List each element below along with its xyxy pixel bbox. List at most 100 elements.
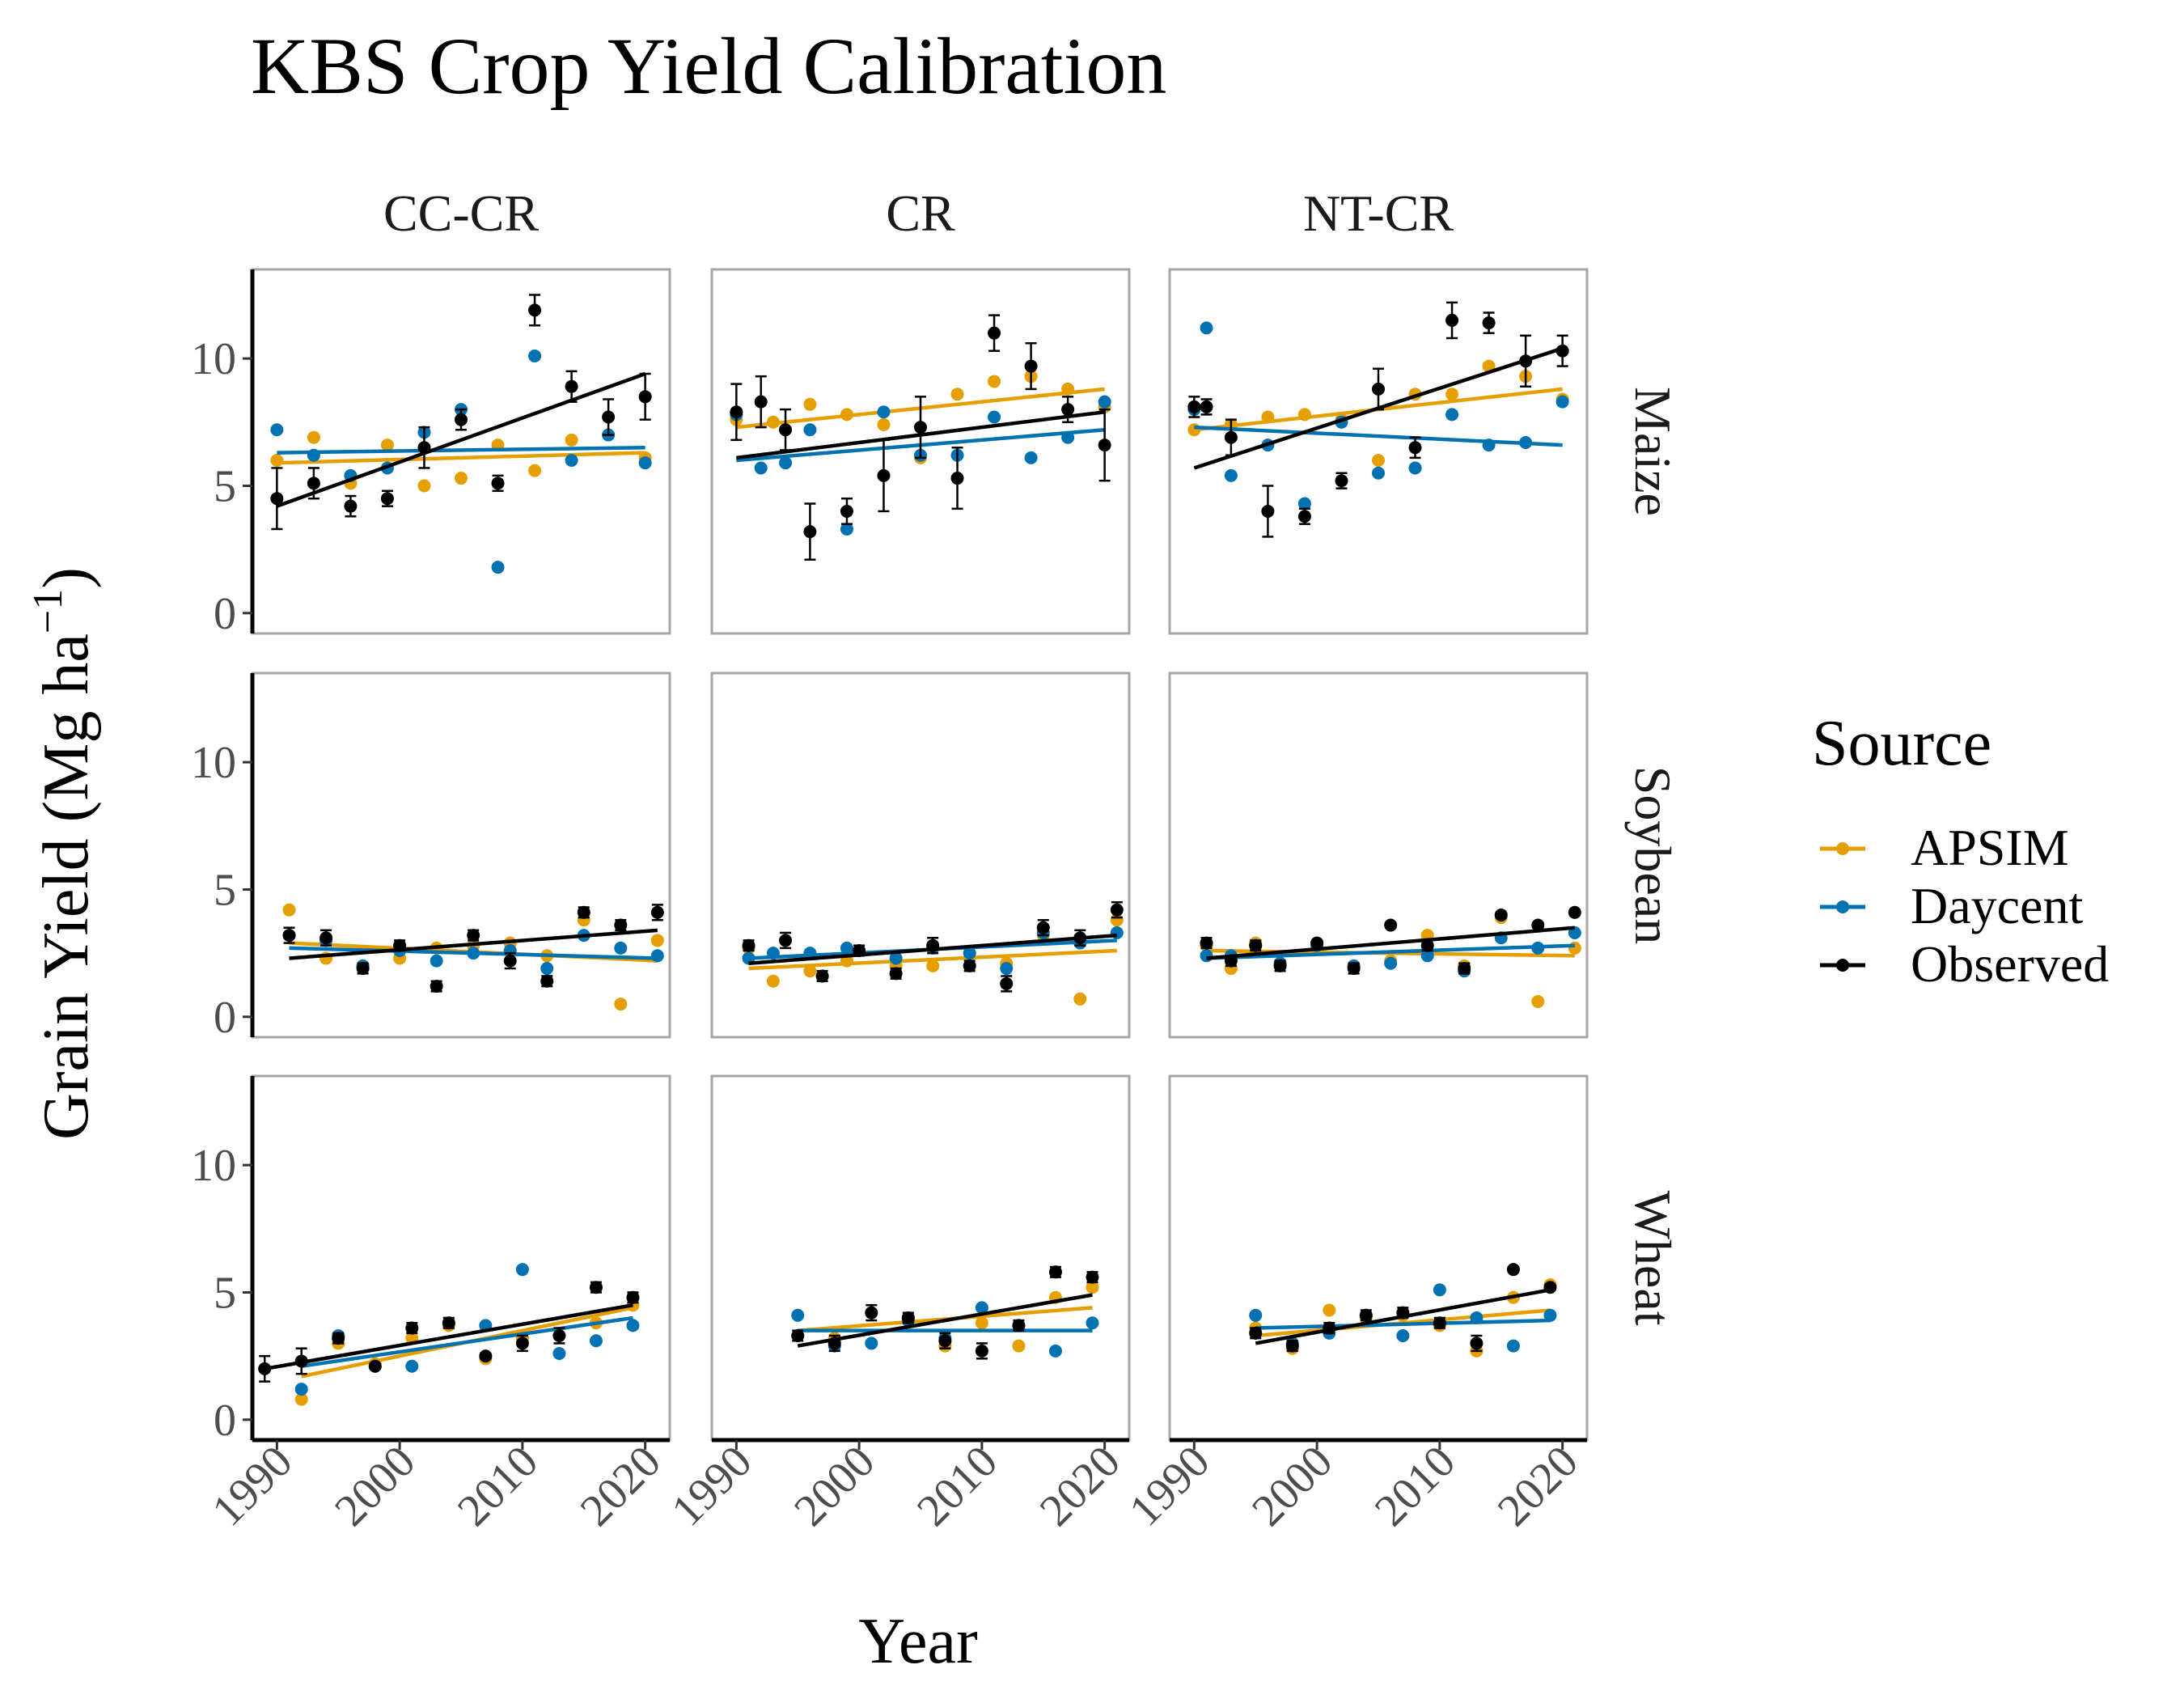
point-observed: [1433, 1316, 1446, 1330]
point-daycent: [1000, 962, 1014, 976]
panel-border: [710, 671, 1131, 1039]
point-observed: [282, 929, 296, 943]
point-observed: [1470, 1337, 1484, 1350]
chart-title: KBS Crop Yield Calibration: [251, 21, 1166, 111]
point-observed: [1200, 936, 1213, 950]
panel-border: [251, 671, 671, 1039]
point-observed: [803, 525, 817, 539]
point-observed: [1543, 1281, 1557, 1294]
point-daycent: [1482, 438, 1496, 452]
y-tick-label: 0: [214, 589, 236, 639]
x-tick-label: 1990: [662, 1436, 762, 1536]
facet-panel-soybean-cr: [710, 671, 1131, 1039]
facet-panel-wheat-cc-cr: 0 5 10 1990 2000 2010 2020: [191, 1074, 671, 1536]
x-tick-label: 2010: [1365, 1436, 1465, 1536]
point-apsim: [803, 397, 817, 411]
legend-label: Observed: [1911, 935, 2109, 993]
legend-key-point: [1836, 900, 1849, 913]
point-daycent: [294, 1383, 308, 1396]
point-daycent: [491, 561, 505, 574]
trend-line-observed: [736, 409, 1105, 460]
point-observed: [1568, 905, 1581, 919]
point-observed: [332, 1332, 345, 1345]
trend-line-daycent: [1194, 425, 1563, 447]
trend-line-apsim: [277, 451, 645, 465]
point-apsim: [988, 375, 1001, 388]
point-observed: [1310, 936, 1324, 950]
point-observed: [730, 405, 743, 419]
point-observed: [1420, 938, 1434, 952]
point-daycent: [528, 349, 542, 362]
trend-line-daycent: [301, 1315, 633, 1368]
x-tick-label: 2000: [785, 1436, 884, 1536]
point-daycent: [877, 405, 891, 419]
point-observed: [938, 1334, 952, 1348]
point-daycent: [1420, 949, 1434, 963]
point-observed: [589, 1281, 603, 1294]
legend-key-point: [1836, 842, 1849, 855]
point-observed: [1347, 962, 1361, 976]
x-tick-label: 2020: [1031, 1436, 1130, 1536]
point-observed: [963, 959, 976, 972]
point-observed: [914, 421, 927, 434]
point-daycent: [988, 410, 1001, 424]
facet-panels: CC-CR CR NT-CR Maize Soybean Wheat 0 5 10 0 5 10 0 5 1…: [191, 184, 1682, 1536]
point-daycent: [638, 456, 652, 470]
point-daycent: [1200, 949, 1213, 963]
point-apsim: [650, 934, 664, 947]
point-observed: [1297, 510, 1311, 523]
point-observed: [1531, 918, 1545, 932]
point-apsim: [877, 417, 891, 431]
x-tick-label: 1990: [203, 1436, 303, 1536]
point-observed: [988, 326, 1001, 340]
point-observed: [1285, 1339, 1299, 1353]
point-observed: [1335, 474, 1348, 488]
point-daycent: [1445, 408, 1459, 422]
legend-item-daycent: Daycent: [1820, 877, 2083, 934]
y-tick-label: 0: [214, 1396, 236, 1446]
y-tick-label: 0: [214, 993, 236, 1043]
point-daycent: [1531, 941, 1545, 955]
point-daycent: [779, 456, 793, 470]
y-tick-label: 10: [191, 738, 236, 788]
legend-label: Daycent: [1911, 877, 2083, 934]
point-daycent: [840, 941, 853, 955]
point-observed: [515, 1337, 529, 1350]
point-observed: [877, 468, 891, 482]
point-observed: [791, 1328, 805, 1342]
point-daycent: [467, 947, 480, 960]
point-observed: [1372, 382, 1385, 396]
point-daycent: [1024, 451, 1038, 464]
point-daycent: [1048, 1344, 1062, 1358]
trend-line-observed: [1206, 926, 1576, 960]
facet-panel-maize-nt-cr: [1168, 268, 1589, 635]
facet-panel-maize-cr: [710, 268, 1131, 635]
point-observed: [1200, 400, 1213, 413]
facet-panel-soybean-nt-cr: [1168, 671, 1589, 1039]
point-apsim: [1568, 941, 1581, 955]
point-observed: [889, 967, 903, 981]
point-observed: [1098, 438, 1111, 452]
point-apsim: [1073, 992, 1087, 1006]
point-observed: [467, 929, 480, 943]
trend-line-observed: [264, 1303, 633, 1371]
trend-line-daycent: [1206, 943, 1575, 960]
point-observed: [926, 938, 940, 952]
y-axis-label-exponent: −1: [25, 589, 71, 633]
point-daycent: [650, 949, 664, 963]
point-daycent: [270, 423, 284, 437]
point-observed: [503, 954, 517, 968]
point-daycent: [552, 1347, 566, 1361]
point-apsim: [380, 438, 394, 452]
point-daycent: [1224, 468, 1238, 482]
point-observed: [865, 1306, 878, 1320]
point-observed: [1224, 430, 1238, 444]
facet-panel-wheat-cr: 1990 2000 2010 2020: [662, 1074, 1131, 1536]
y-tick-label: 5: [214, 461, 236, 511]
y-axis-label-main: Grain Yield (Mg ha: [31, 633, 102, 1140]
point-observed: [430, 980, 443, 993]
point-daycent: [1200, 321, 1213, 335]
point-observed: [1073, 931, 1087, 945]
y-tick-label: 5: [214, 1268, 236, 1318]
